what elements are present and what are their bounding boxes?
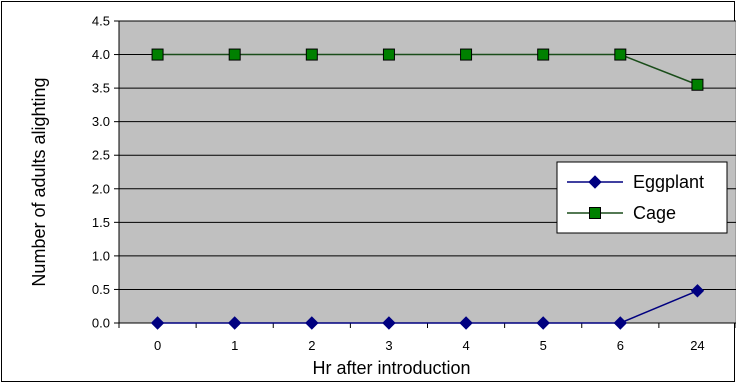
legend-box	[556, 161, 728, 234]
x-tick-label: 0	[154, 338, 161, 353]
legend: Eggplant Cage	[556, 161, 728, 234]
y-tick-label: 0.5	[92, 282, 110, 297]
data-point-cage	[151, 48, 164, 61]
y-tick-label: 1.0	[92, 248, 110, 263]
data-point-cage	[228, 48, 241, 61]
x-tick-label: 24	[690, 338, 704, 353]
data-point-eggplant	[227, 316, 242, 330]
data-point-cage	[382, 48, 395, 61]
y-tick-labels: 0.0 0.5 1.0 1.5 2.0 2.5 3.0 3.5 4.0 4.5	[92, 14, 110, 331]
data-point-eggplant	[613, 316, 628, 330]
x-tick-label: 1	[231, 338, 238, 353]
data-point-cage	[305, 48, 318, 61]
series-line-cage	[157, 53, 698, 86]
legend-items: Eggplant Cage	[567, 172, 704, 223]
data-point-cage	[537, 48, 550, 61]
data-point-eggplant	[536, 316, 550, 330]
y-tick-label: 0.0	[92, 316, 110, 331]
y-tick-label: 2.5	[92, 148, 110, 163]
chart-frame: 0.0 0.5 1.0 1.5 2.0 2.5 3.0 3.5 4.0 4.5 0 1 2 3 4 5 6 24…	[1, 1, 737, 382]
y-tick-label: 4.5	[92, 14, 110, 29]
data-point-eggplant	[459, 316, 473, 330]
data-point-eggplant	[382, 316, 396, 330]
x-tick-label: 5	[540, 338, 547, 353]
series-cage	[151, 48, 704, 91]
data-point-eggplant	[150, 316, 165, 330]
legend-marker-cage	[589, 207, 601, 219]
data-point-cage	[614, 48, 627, 61]
series-layer	[150, 48, 705, 330]
x-tick-label: 2	[308, 338, 315, 353]
y-tick-label: 3.0	[92, 114, 110, 129]
line-chart: 0.0 0.5 1.0 1.5 2.0 2.5 3.0 3.5 4.0 4.5 0 1 2 3 4 5 6 24…	[29, 14, 737, 378]
x-axis-title: Hr after introduction	[312, 358, 470, 378]
legend-item-cage: Cage	[567, 203, 676, 223]
legend-label-cage: Cage	[633, 203, 676, 223]
series-eggplant	[150, 284, 705, 330]
x-tick-label: 3	[385, 338, 392, 353]
series-line-eggplant	[157, 290, 698, 324]
data-point-eggplant	[690, 284, 705, 298]
legend-label-eggplant: Eggplant	[633, 172, 704, 192]
y-tick-label: 2.0	[92, 181, 110, 196]
data-point-eggplant	[305, 316, 319, 330]
gridlines	[119, 20, 736, 290]
data-point-cage	[691, 78, 704, 91]
x-tick-labels: 0 1 2 3 4 5 6 24	[154, 338, 705, 353]
y-axis-title: Number of adults alighting	[29, 77, 49, 286]
y-tick-label: 1.5	[92, 215, 110, 230]
data-point-cage	[460, 48, 473, 61]
legend-marker-eggplant	[588, 175, 602, 189]
y-tick-label: 3.5	[92, 81, 110, 96]
x-tick-label: 6	[617, 338, 624, 353]
x-tick-label: 4	[462, 338, 469, 353]
y-tick-label: 4.0	[92, 47, 110, 62]
legend-item-eggplant: Eggplant	[567, 172, 704, 192]
